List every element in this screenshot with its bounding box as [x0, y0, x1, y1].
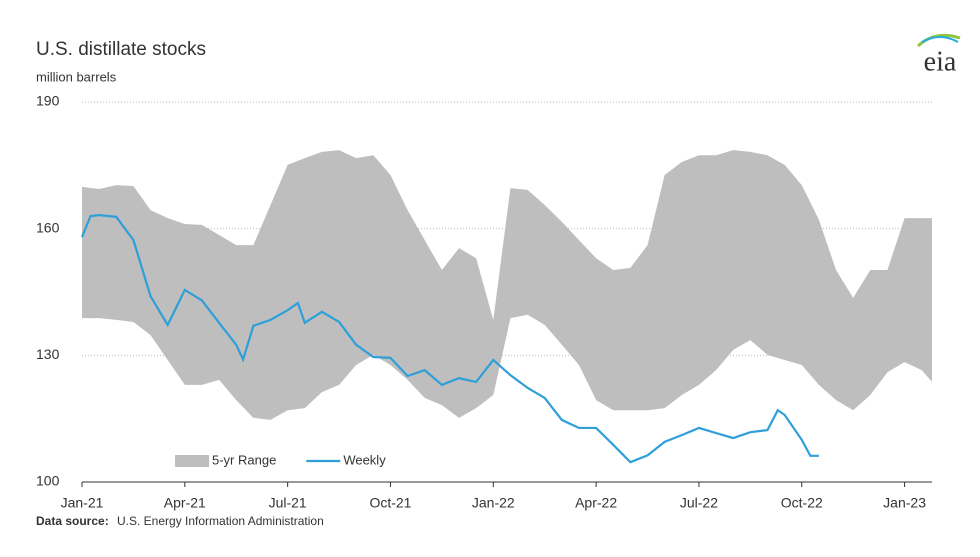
y-tick-label: 160 [36, 219, 60, 235]
x-tick-label: Apr-21 [164, 495, 206, 511]
x-tick-label: Jan-23 [883, 495, 926, 511]
source: U.S. Energy Information Administration [117, 514, 324, 528]
y-tick-label: 190 [36, 93, 60, 109]
chart-subtitle: million barrels [36, 69, 117, 84]
x-tick-label: Jan-21 [61, 495, 104, 511]
x-tick-label: Apr-22 [575, 495, 617, 511]
weekly-line [80, 214, 819, 464]
legend-swatch [175, 455, 209, 467]
x-tick-label: Oct-21 [369, 495, 411, 511]
logo: eia [924, 46, 957, 77]
x-tick-label: Jul-21 [269, 495, 307, 511]
y-tick-label: 100 [36, 473, 60, 489]
legend-label: Weekly [343, 452, 386, 467]
y-tick-label: 130 [36, 346, 60, 362]
chart-title: U.S. distillate stocks [36, 39, 206, 60]
x-tick-label: Jan-22 [472, 495, 515, 511]
logo-arc [916, 33, 961, 48]
x-tick-label: Oct-22 [781, 495, 823, 511]
legend-label: 5-yr Range [212, 452, 276, 467]
x-tick-label: Jul-22 [680, 495, 718, 511]
source-label: Data source: [36, 514, 109, 528]
range-band [82, 150, 932, 420]
logo-arc [921, 36, 959, 43]
